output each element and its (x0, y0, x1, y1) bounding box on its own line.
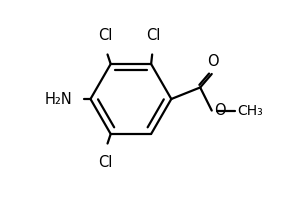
Text: O: O (214, 103, 225, 118)
Text: O: O (207, 54, 218, 69)
Text: Cl: Cl (98, 155, 112, 170)
Text: Cl: Cl (98, 28, 112, 43)
Text: H₂N: H₂N (44, 91, 72, 107)
Text: CH₃: CH₃ (237, 104, 262, 118)
Text: Cl: Cl (146, 28, 160, 43)
